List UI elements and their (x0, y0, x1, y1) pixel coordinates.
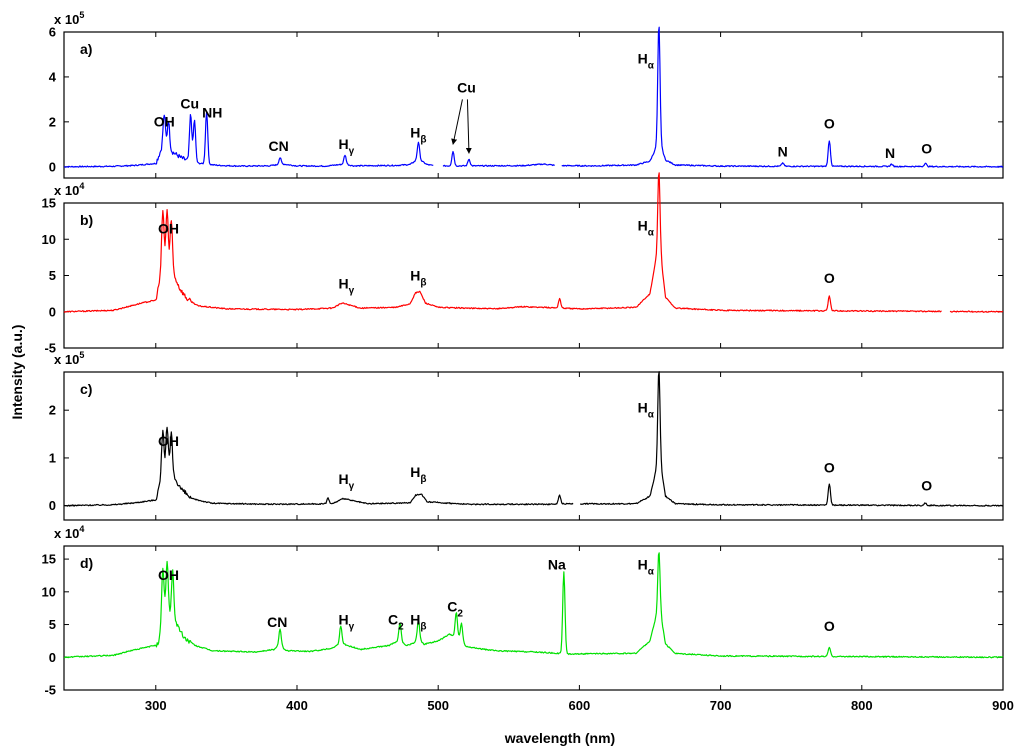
peak-label: Hα (638, 218, 655, 239)
y-tick-label: 0 (49, 304, 56, 319)
y-tick-label: 15 (42, 552, 56, 567)
peak-label: O (921, 477, 932, 493)
x-tick-label: 800 (851, 698, 873, 713)
peak-label: O (824, 618, 835, 634)
y-tick-label: 1 (49, 450, 56, 465)
x-tick-label: 900 (992, 698, 1014, 713)
x-tick-label: 400 (286, 698, 308, 713)
x-tick-label: 700 (710, 698, 732, 713)
panel-frame (63, 545, 1004, 691)
peak-label: Cu (457, 80, 476, 96)
y-tick-label: 5 (49, 617, 56, 632)
peak-label: Hα (638, 557, 655, 578)
peak-label: Hβ (410, 464, 426, 485)
y-tick-label: 5 (49, 268, 56, 283)
panel-letter: b) (80, 212, 93, 228)
peak-label: CN (267, 614, 287, 630)
peak-label: O (824, 270, 835, 286)
y-tick-label: 0 (49, 159, 56, 174)
peak-label: CN (269, 138, 289, 154)
peak-label: O (824, 116, 835, 132)
spectrum-line (63, 26, 1004, 168)
panel-b: -5 0 5 10 15x 104 b) OH Hγ Hβ Hα O (42, 172, 1004, 356)
y-tick-label: 0 (49, 650, 56, 665)
y-exponent-label: x 105 (54, 350, 84, 367)
peak-label: Cu (180, 95, 199, 111)
y-exponent-label: x 105 (54, 10, 84, 27)
panel-letter: d) (80, 555, 93, 571)
y-tick-label: 0 (49, 498, 56, 513)
y-tick-label: 2 (49, 114, 56, 129)
y-tick-label: 10 (42, 584, 56, 599)
x-axis-title: wavelength (nm) (504, 730, 615, 746)
y-tick-label: 6 (49, 25, 56, 40)
y-exponent-label: x 104 (54, 181, 84, 198)
panel-frame (63, 371, 1004, 521)
peak-label: OH (158, 220, 179, 236)
peak-label: Hα (638, 50, 655, 71)
panel-letter: a) (80, 41, 92, 57)
panel-c: 0 1 2 x 105 c) OH Hγ Hβ Hα O O (49, 350, 1004, 521)
peak-label: OH (158, 433, 179, 449)
peak-label: C2 (388, 612, 404, 633)
arrow-cu (451, 99, 463, 145)
x-tick-label: 300 (145, 698, 167, 713)
y-tick-label: -5 (44, 683, 56, 698)
peak-label: Hβ (410, 268, 426, 289)
peak-label: Hα (638, 400, 655, 421)
x-axis-ticks: 300 400 500 600 700 800 900 (145, 698, 1014, 713)
peak-label: Hγ (339, 276, 355, 297)
y-tick-label: 2 (49, 403, 56, 418)
y-tick-label: 10 (42, 232, 56, 247)
spectrum-line (63, 552, 1004, 659)
peak-label: OH (154, 113, 175, 129)
spectrum-line (63, 172, 1004, 313)
peak-label: OH (158, 567, 179, 583)
x-tick-label: 500 (427, 698, 449, 713)
x-tick-label: 600 (569, 698, 591, 713)
peak-label: O (921, 140, 932, 156)
peak-label: Hγ (339, 471, 355, 492)
y-tick-label: -5 (44, 341, 56, 356)
y-tick-label: 4 (49, 69, 57, 84)
y-exponent-label: x 104 (54, 524, 84, 541)
peak-label: Hβ (410, 612, 426, 633)
y-axis-title: Intensity (a.u.) (9, 325, 25, 420)
peak-label: N (885, 145, 895, 161)
panel-letter: c) (80, 381, 92, 397)
peak-label: O (824, 459, 835, 475)
peak-label: Hγ (339, 136, 355, 157)
spectrum-line (63, 371, 1004, 507)
panel-frame (63, 31, 1004, 179)
peak-label: N (778, 144, 788, 160)
peak-label: Na (548, 557, 566, 573)
arrow-cu (465, 99, 472, 154)
panel-frame (63, 202, 1004, 349)
y-tick-label: 15 (42, 196, 56, 211)
peak-label: NH (202, 104, 222, 120)
